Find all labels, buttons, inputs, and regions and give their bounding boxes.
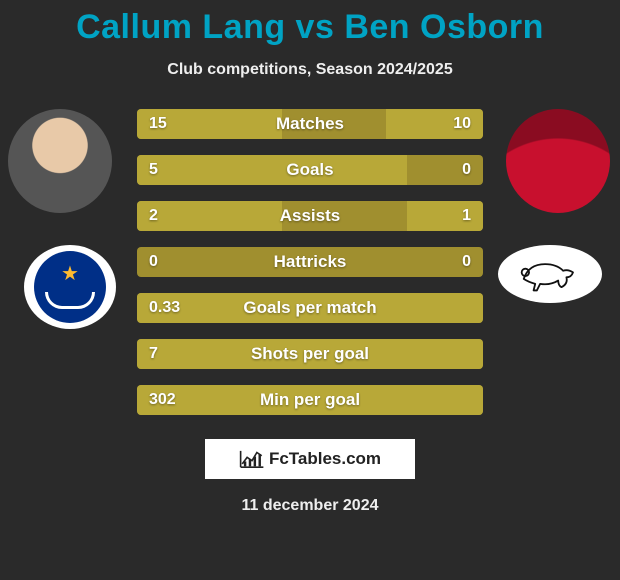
avatar-placeholder [8,109,112,213]
stat-bar-left [137,155,407,185]
page-title: Callum Lang vs Ben Osborn [0,0,620,47]
stat-bars: 15Matches105Goals02Assists10Hattricks00.… [137,109,483,415]
stat-label: Assists [280,206,340,226]
stat-value-left: 7 [149,345,158,363]
avatar-placeholder [506,109,610,213]
stat-row: 5 Goals 0 [137,155,483,185]
stat-label: Matches [276,114,344,134]
stat-bar-right [407,201,483,231]
stat-row: 302 Min per goal [137,385,483,415]
crest-icon [34,251,106,323]
stat-value-left: 2 [149,207,158,225]
stat-value-left: 302 [149,391,176,409]
chart-icon [239,449,265,469]
stat-label: Goals [286,160,333,180]
stat-bar-left [137,201,282,231]
branding-badge: FcTables.com [205,439,415,479]
club-right-crest [498,245,602,303]
stat-label: Hattricks [274,252,347,272]
stat-value-right: 1 [462,207,471,225]
stat-value-right: 0 [462,161,471,179]
player-right-avatar [506,109,610,213]
stat-value-left: 0 [149,253,158,271]
stat-label: Min per goal [260,390,360,410]
ram-icon [508,251,592,297]
stat-value-right: 0 [462,253,471,271]
stat-row: 15 Matches 10 [137,109,483,139]
stat-row: 0.33 Goals per match [137,293,483,323]
branding-text: FcTables.com [269,449,381,469]
club-left-crest [24,245,116,329]
stat-label: Goals per match [243,298,376,318]
stat-value-left: 5 [149,161,158,179]
stat-value-right: 10 [453,115,471,133]
date-label: 11 december 2024 [0,497,620,515]
player-left-avatar [8,109,112,213]
stat-label: Shots per goal [251,344,369,364]
stat-value-left: 15 [149,115,167,133]
stat-row: 7 Shots per goal [137,339,483,369]
stat-row: 2 Assists 1 [137,201,483,231]
stat-row: 0 Hattricks 0 [137,247,483,277]
subtitle: Club competitions, Season 2024/2025 [0,61,620,79]
stat-value-left: 0.33 [149,299,180,317]
comparison-panel: 15Matches105Goals02Assists10Hattricks00.… [0,109,620,415]
